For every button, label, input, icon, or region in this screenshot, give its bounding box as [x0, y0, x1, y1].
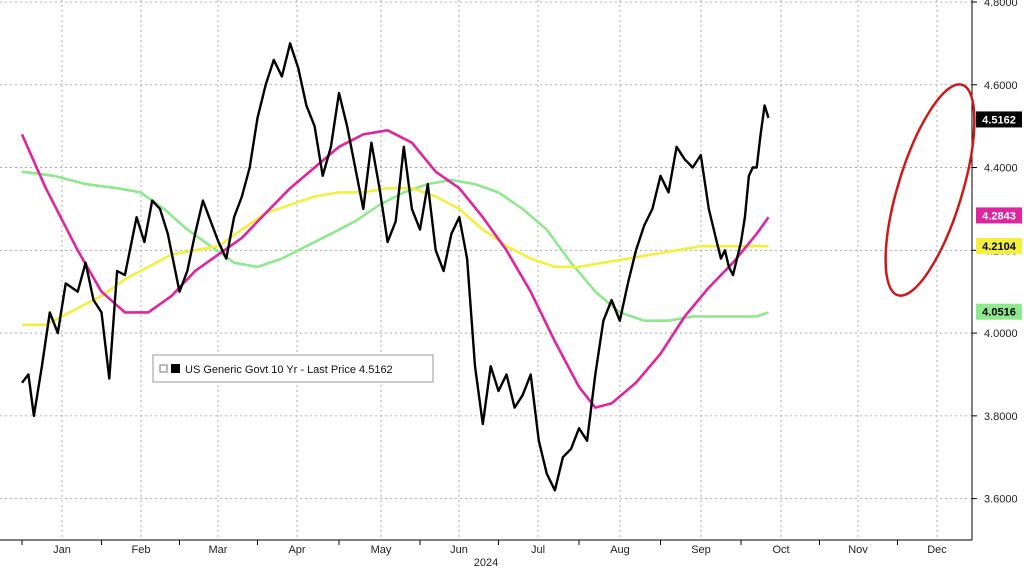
y-tick-label: 4.4000: [984, 163, 1018, 175]
x-tick-label: Jun: [450, 544, 468, 556]
price-line: [21, 42, 770, 492]
plot-background: [0, 0, 972, 540]
legend-swatch: [171, 364, 180, 373]
x-tick-label: May: [371, 544, 392, 556]
value-tag-bg: [976, 303, 1022, 320]
y-tick-label: 4.0000: [984, 328, 1018, 340]
x-tick-label: Apr: [288, 544, 305, 556]
grid: [0, 0, 972, 540]
value-tag-label: 4.2843: [982, 210, 1016, 222]
x-tick-label: Oct: [772, 544, 789, 556]
legend: US Generic Govt 10 Yr - Last Price 4.516…: [152, 354, 434, 383]
x-axis-ticks: Jan Feb Mar Apr May Jun Jul Aug Sep Oct Nov Dec: [21, 540, 947, 556]
x-tick-label: Feb: [132, 544, 151, 556]
value-tag-label: 4.0516: [982, 307, 1016, 319]
legend-label: US Generic Govt 10 Yr - Last Price 4.516…: [185, 364, 393, 376]
x-tick-label: Mar: [209, 544, 228, 556]
x-tick-label: Jul: [531, 544, 545, 556]
y-tick-label: 4.6000: [984, 80, 1018, 92]
year-label: 2024: [474, 557, 498, 569]
x-tick-label: Dec: [927, 544, 947, 556]
value-tags: 4.5162 4.2843 4.2104 4.0516: [976, 111, 1022, 320]
x-tick-label: Sep: [691, 544, 711, 556]
value-tag-label: 4.5162: [982, 114, 1016, 126]
highlight-ellipse: [884, 83, 976, 297]
legend-box: [152, 354, 434, 383]
y-tick-label: 4.8000: [984, 0, 1018, 9]
x-tick-label: Nov: [848, 544, 868, 556]
x-tick-label: Aug: [610, 544, 630, 556]
y-tick-label: 3.6000: [984, 494, 1018, 506]
y-tick-label: 3.8000: [984, 411, 1018, 423]
value-tag-bg: [976, 238, 1022, 255]
series-layer: [20, 42, 770, 492]
x-tick-label: Jan: [53, 544, 71, 556]
moving-average-line: [20, 129, 770, 409]
value-tag-label: 4.2104: [982, 241, 1017, 253]
value-tag-bg: [976, 111, 1022, 128]
legend-expand-icon[interactable]: [159, 364, 168, 373]
y-axis-ticks: 3.60003.80004.00004.20004.40004.60004.80…: [972, 0, 1018, 506]
value-tag-bg: [976, 207, 1022, 224]
